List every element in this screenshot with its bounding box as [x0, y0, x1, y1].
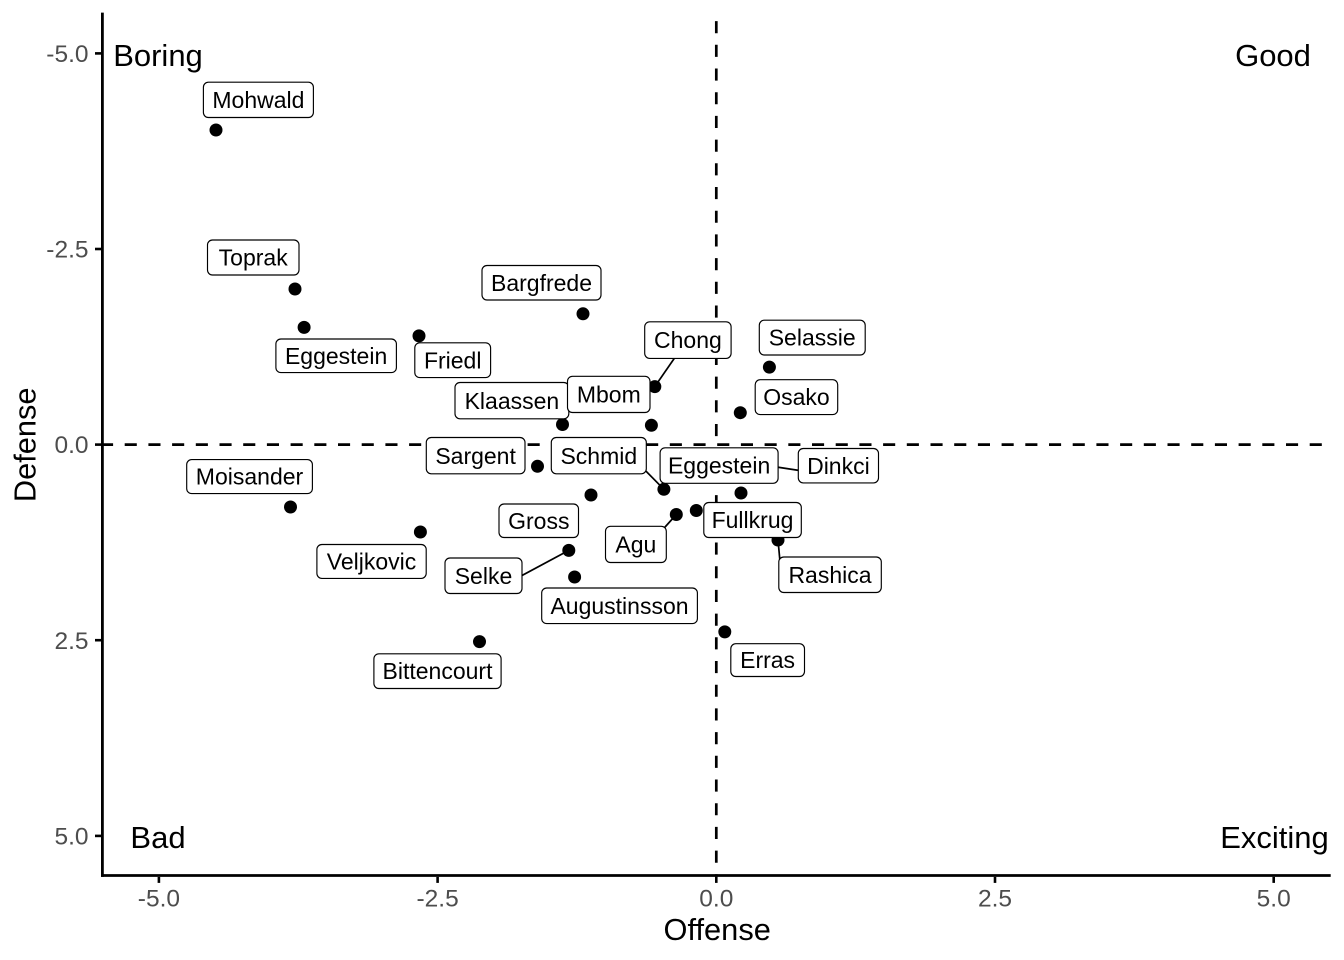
svg-text:Mbom: Mbom: [577, 382, 641, 408]
svg-text:2.5: 2.5: [978, 885, 1012, 912]
svg-text:Bargfrede: Bargfrede: [491, 270, 592, 296]
svg-text:Schmid: Schmid: [560, 443, 637, 469]
svg-text:5.0: 5.0: [1257, 885, 1291, 912]
svg-text:-2.5: -2.5: [416, 885, 458, 912]
svg-text:Dinkci: Dinkci: [807, 453, 870, 479]
svg-text:Selassie: Selassie: [769, 325, 856, 351]
svg-text:Moisander: Moisander: [196, 464, 304, 490]
svg-text:0.0: 0.0: [699, 885, 733, 912]
svg-text:Offense: Offense: [664, 912, 771, 947]
svg-text:Toprak: Toprak: [219, 245, 289, 271]
svg-text:Osako: Osako: [763, 384, 829, 410]
svg-text:Good: Good: [1235, 38, 1311, 73]
svg-text:Rashica: Rashica: [788, 562, 871, 588]
svg-text:Augustinsson: Augustinsson: [550, 593, 688, 619]
svg-text:Mohwald: Mohwald: [212, 87, 304, 113]
svg-text:Defense: Defense: [8, 387, 43, 502]
svg-text:5.0: 5.0: [54, 824, 88, 851]
svg-text:Bad: Bad: [130, 820, 185, 855]
svg-text:Bittencourt: Bittencourt: [383, 658, 494, 684]
svg-text:Eggestein: Eggestein: [285, 343, 387, 369]
svg-text:0.0: 0.0: [54, 432, 88, 459]
svg-text:Selke: Selke: [455, 563, 513, 589]
svg-text:2.5: 2.5: [54, 628, 88, 655]
svg-text:Exciting: Exciting: [1220, 820, 1329, 855]
svg-text:Eggestein: Eggestein: [668, 453, 770, 479]
svg-text:Gross: Gross: [508, 508, 569, 534]
svg-text:-2.5: -2.5: [46, 237, 88, 264]
svg-text:Klaassen: Klaassen: [465, 388, 560, 414]
svg-text:Fullkrug: Fullkrug: [712, 507, 794, 533]
svg-text:Agu: Agu: [615, 532, 656, 558]
svg-text:-5.0: -5.0: [138, 885, 180, 912]
svg-text:Veljkovic: Veljkovic: [327, 549, 416, 575]
svg-text:Erras: Erras: [740, 647, 795, 673]
svg-text:Friedl: Friedl: [424, 347, 482, 373]
svg-text:Boring: Boring: [113, 38, 203, 73]
svg-text:Chong: Chong: [654, 327, 722, 353]
svg-text:Sargent: Sargent: [435, 443, 516, 469]
svg-text:-5.0: -5.0: [46, 41, 88, 68]
